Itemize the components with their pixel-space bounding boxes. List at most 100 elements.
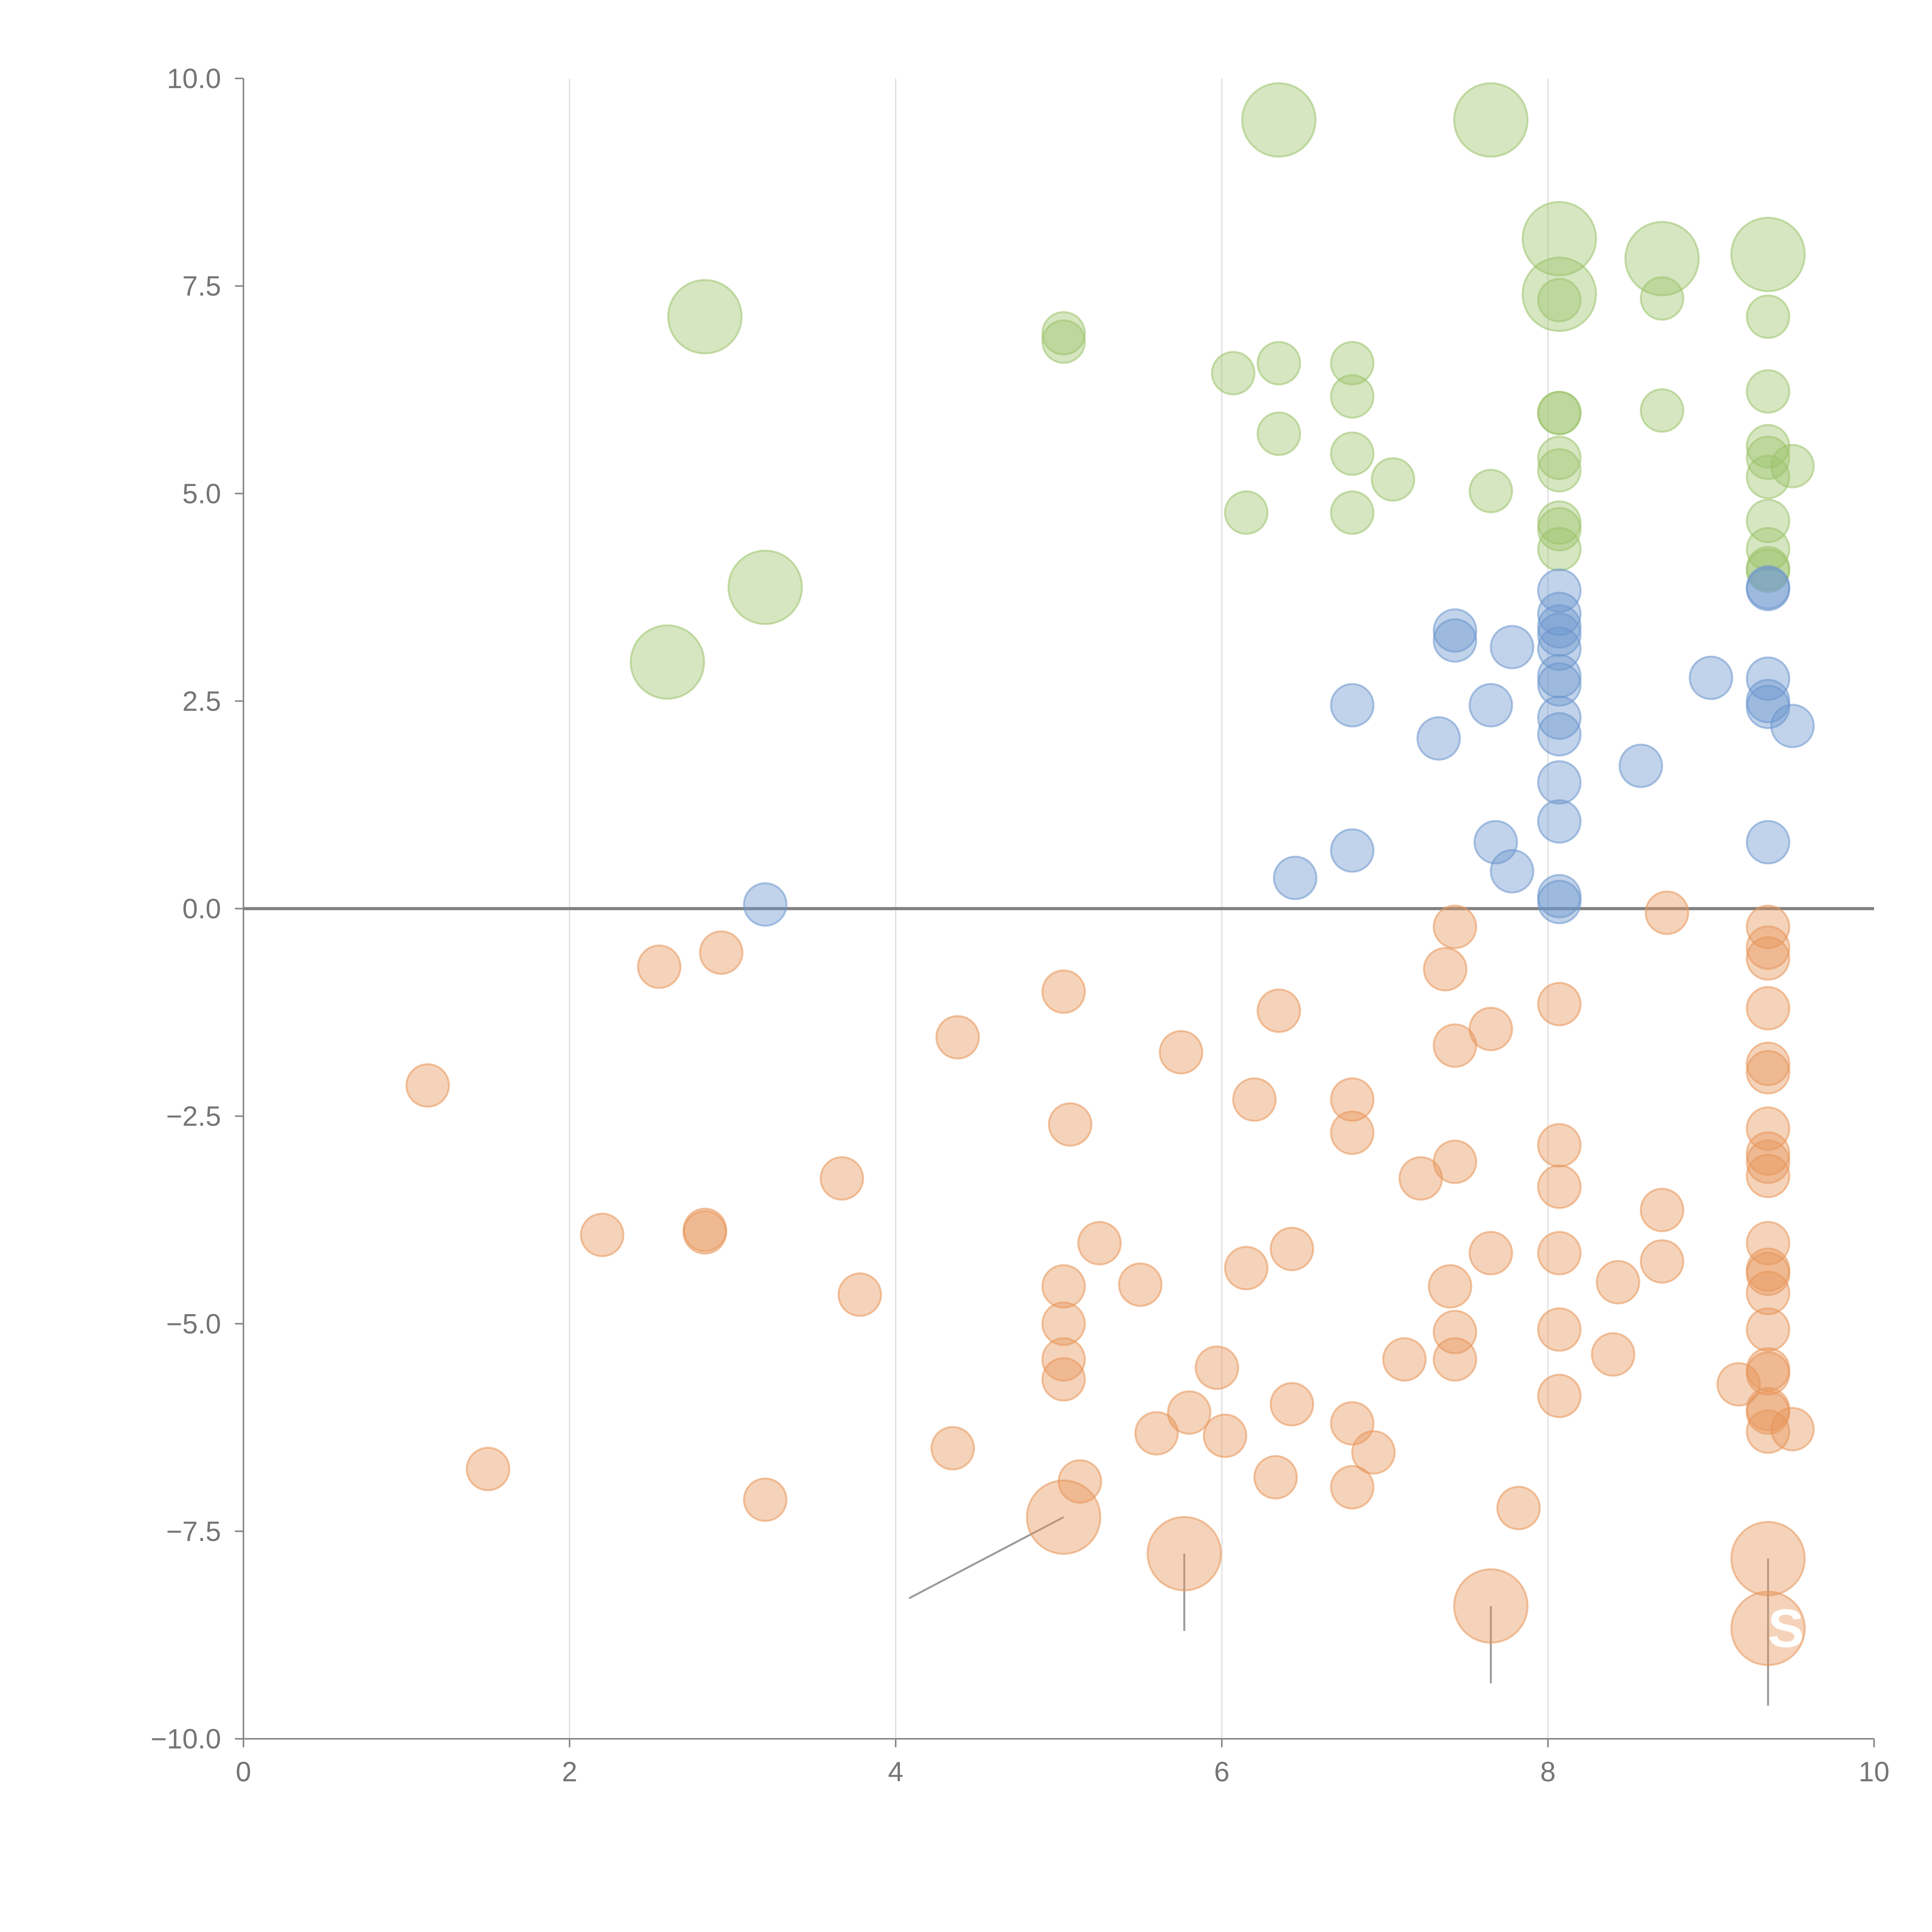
green-bubble-point [1468, 469, 1513, 514]
green-bubble-point [1770, 444, 1815, 488]
orange-bubble-point [1330, 1465, 1375, 1510]
orange-bubble-point [1159, 1030, 1203, 1075]
orange-bubble-point [1639, 1187, 1684, 1232]
green-bubble-point [1330, 374, 1375, 419]
blue-bubble-point [1432, 608, 1477, 653]
orange-bubble-point [1537, 1374, 1582, 1418]
orange-bubble-point [1746, 986, 1791, 1031]
orange-bubble-point [1537, 1231, 1582, 1276]
green-bubble-point [1746, 454, 1791, 499]
blue-bubble-point [1770, 704, 1815, 748]
blue-bubble-point [1537, 760, 1582, 805]
orange-bubble-point [820, 1156, 864, 1201]
green-bubble-point [1537, 391, 1582, 435]
orange-bubble-point [1746, 1139, 1791, 1184]
orange-bubble-point [1423, 947, 1468, 992]
green-bubble-point [727, 549, 803, 625]
orange-bubble-point [1118, 1262, 1163, 1307]
blue-bubble-point [1330, 828, 1375, 873]
bubble-leader-line [908, 1516, 1064, 1599]
orange-bubble-point [1730, 1590, 1806, 1666]
bubbles [405, 82, 1815, 1666]
green-bubble-point [1746, 548, 1791, 593]
green-bubble-point [1746, 435, 1791, 480]
green-bubble-point [1730, 216, 1806, 292]
orange-bubble-point [1202, 1413, 1247, 1458]
blue-bubble-point [743, 882, 787, 927]
orange-bubble-point [1432, 1337, 1477, 1382]
blue-bubble-point [1416, 716, 1461, 761]
orange-bubble-point [930, 1426, 975, 1471]
orange-bubble-point [1253, 1455, 1298, 1500]
orange-bubble-point [1537, 982, 1582, 1027]
orange-bubble-point [1468, 1231, 1513, 1276]
orange-bubble-point [637, 944, 682, 989]
leader-lines [908, 1516, 1769, 1706]
orange-bubble-point [1746, 1307, 1791, 1352]
orange-bubble-point [1382, 1337, 1427, 1382]
green-bubble-point [1537, 500, 1582, 545]
annotations: S [1768, 1598, 1804, 1658]
green-bubble-point [1257, 412, 1301, 456]
orange-bubble-point [1746, 936, 1791, 981]
green-bubble-point [1330, 490, 1375, 535]
orange-bubble-point [466, 1447, 510, 1492]
y-tick-label: −10.0 [151, 1724, 221, 1755]
orange-bubble-point [682, 1210, 727, 1255]
orange-bubble-point [1026, 1479, 1102, 1555]
green-bubble-point [1224, 490, 1269, 535]
blue-bubble-point [1619, 743, 1663, 788]
orange-bubble-point [1746, 1153, 1791, 1198]
orange-bubble-point [1134, 1411, 1179, 1456]
green-bubble-point [1330, 341, 1375, 386]
green-bubble-point [1746, 369, 1791, 414]
blue-bubble-point [1537, 626, 1582, 671]
orange-bubble-point [1269, 1226, 1314, 1271]
green-bubble-point [1639, 388, 1684, 433]
orange-bubble-point [1167, 1390, 1212, 1435]
green-bubble-point [1330, 431, 1375, 476]
orange-bubble-point [1595, 1260, 1640, 1304]
orange-bubble-point [1041, 1357, 1086, 1402]
orange-bubble-point [1432, 1139, 1477, 1184]
green-bubble-point [1537, 278, 1582, 323]
orange-bubble-point [1041, 1264, 1086, 1309]
green-bubble-point [1041, 319, 1086, 364]
y-tick-label: 10.0 [167, 63, 221, 94]
orange-bubble-point [1257, 988, 1301, 1033]
orange-bubble-point [1746, 1221, 1791, 1265]
green-bubble-point [1257, 341, 1301, 386]
orange-bubble-point [1077, 1221, 1122, 1265]
green-bubble-point [1537, 527, 1582, 571]
orange-bubble-point [1716, 1362, 1761, 1407]
green-bubble-point [1624, 221, 1700, 296]
x-tick-label: 8 [1540, 1757, 1556, 1787]
orange-bubble-point [1351, 1430, 1396, 1475]
blue-bubble-point [1537, 799, 1582, 844]
orange-bubble-point [1146, 1516, 1222, 1592]
blue-bubble-point [1537, 879, 1582, 924]
orange-bubble-point [1269, 1382, 1314, 1427]
y-tick-label: 5.0 [182, 478, 221, 509]
orange-bubble-point [1330, 1111, 1375, 1155]
orange-bubble-point [1591, 1332, 1636, 1377]
orange-bubble-point [1746, 1390, 1791, 1435]
orange-bubble-point [1639, 1239, 1684, 1284]
green-bubble-point [1522, 257, 1597, 332]
orange-bubble-point [1746, 1270, 1791, 1315]
orange-bubble-point [1041, 1301, 1086, 1346]
orange-bubble-point [1058, 1459, 1102, 1504]
blue-bubble-point [1689, 655, 1733, 700]
orange-bubble-point [1746, 1351, 1791, 1396]
blue-bubble-point [1468, 683, 1513, 728]
orange-bubble-point [1194, 1345, 1239, 1390]
orange-bubble-point [1537, 1307, 1582, 1352]
blue-bubble-point [1746, 820, 1791, 865]
orange-bubble-point [1468, 1007, 1513, 1051]
x-tick-label: 6 [1214, 1757, 1230, 1787]
orange-bubble-point [1645, 890, 1689, 935]
blue-bubble-point [1537, 612, 1582, 657]
orange-bubble-point [405, 1063, 450, 1108]
green-bubble-point [629, 624, 705, 700]
